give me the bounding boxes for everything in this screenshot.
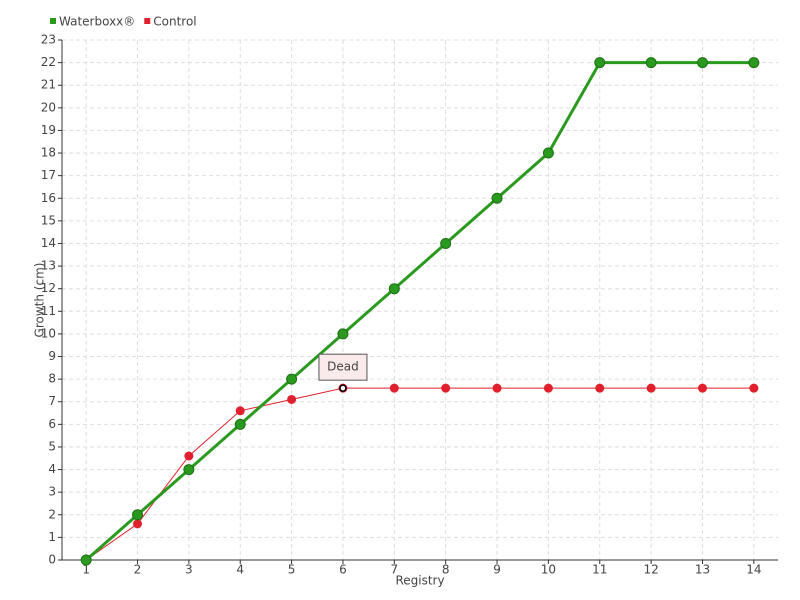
data-point [183,464,195,476]
y-tick-label: 23 [41,33,56,47]
data-point [440,237,452,249]
data-point [388,283,400,295]
x-tick-label: 8 [442,563,450,577]
series-line [85,387,754,561]
annotation-box [318,353,368,381]
y-tick-label: 20 [41,100,56,114]
y-tick-label: 8 [48,372,56,386]
legend-swatch [144,18,151,24]
data-point [286,373,298,385]
data-point [748,57,760,69]
x-tick-label: 10 [541,563,556,577]
data-point [234,418,246,430]
data-point [133,519,143,529]
data-point [696,57,708,69]
x-tick-label: 12 [643,563,658,577]
data-point [543,383,553,393]
legend-swatch [50,18,56,24]
y-tick-label: 7 [48,394,56,408]
y-tick-label: 15 [41,213,56,227]
data-point [389,383,399,393]
y-tick-label: 6 [48,417,56,431]
x-tick-label: 5 [288,563,296,577]
data-point [441,383,451,393]
series-line [85,61,754,562]
data-point [594,57,606,69]
data-point [645,57,657,69]
x-tick-label: 1 [82,563,90,577]
y-tick-label: 19 [41,123,56,137]
x-tick-label: 9 [493,563,501,577]
y-tick-label: 5 [48,439,56,453]
y-tick-label: 3 [48,485,56,499]
x-tick-label: 6 [339,563,347,577]
x-axis-label: Registry [395,574,444,588]
y-axis-label: Growth (cm) [33,263,47,338]
x-tick-label: 11 [592,563,607,577]
y-tick-label: 18 [41,146,56,160]
data-point [749,383,759,393]
data-point [492,383,502,393]
y-tick-label: 11 [41,304,56,318]
x-tick-label: 3 [185,563,193,577]
data-point [235,406,245,416]
y-tick-label: 1 [48,530,56,544]
y-tick-label: 4 [48,462,56,476]
y-tick-label: 10 [41,326,56,340]
y-tick-label: 22 [41,55,56,69]
data-point [542,147,554,159]
x-tick-label: 7 [390,563,398,577]
y-tick-label: 14 [41,236,56,250]
data-point [287,394,297,404]
x-tick-label: 4 [236,563,244,577]
y-tick-label: 16 [41,191,56,205]
data-point [337,328,349,340]
data-point [80,554,92,566]
data-point [491,192,503,204]
data-point [697,383,707,393]
y-tick-label: 9 [48,349,56,363]
y-tick-label: 13 [41,259,56,273]
y-tick-label: 12 [41,281,56,295]
data-point [595,383,605,393]
annotation-marker [339,384,347,392]
y-tick-label: 0 [48,553,56,567]
x-tick-label: 2 [134,563,142,577]
x-tick-label: 13 [695,563,710,577]
data-point [184,451,194,461]
annotation-text: Dead [327,360,359,374]
data-point [646,383,656,393]
legend-label: Control [153,15,196,29]
y-tick-label: 2 [48,507,56,521]
legend-label: Waterboxx® [59,15,135,29]
x-tick-label: 14 [746,563,761,577]
y-tick-label: 17 [41,168,56,182]
y-tick-label: 21 [41,78,56,92]
data-point [132,509,144,521]
